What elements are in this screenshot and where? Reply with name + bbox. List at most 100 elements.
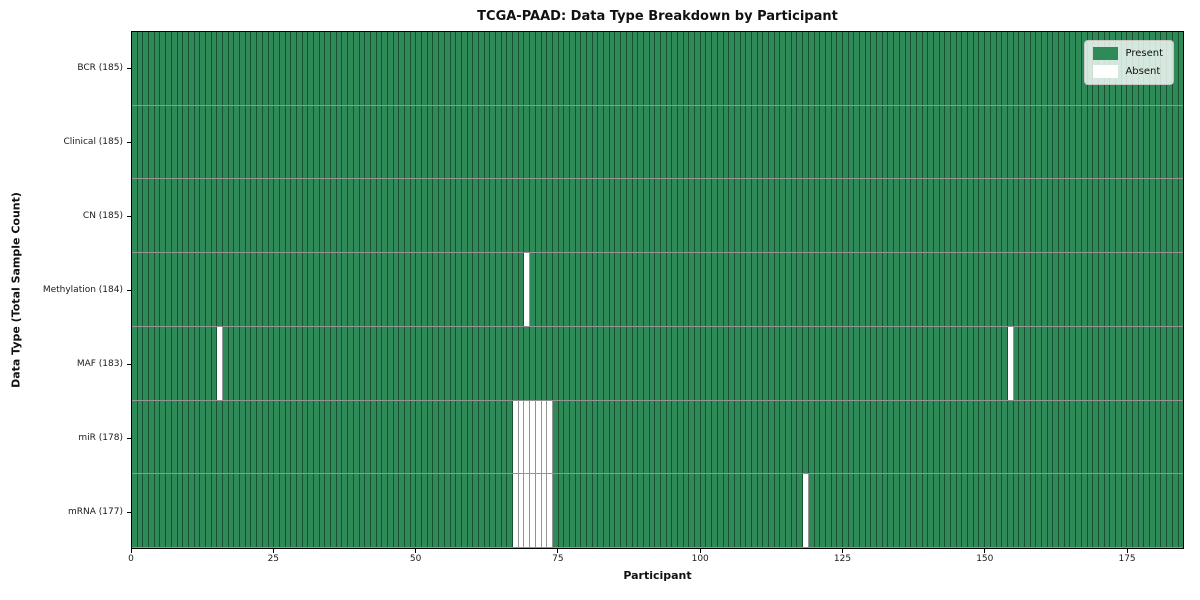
- heatmap-cell: [751, 326, 758, 400]
- heatmap-cell: [1024, 326, 1031, 400]
- heatmap-cell: [712, 253, 718, 326]
- heatmap-cell: [228, 253, 235, 326]
- heatmap-cell: [916, 179, 923, 253]
- y-tick-label: MAF (183): [76, 359, 123, 369]
- heatmap-cell: [365, 179, 371, 253]
- heatmap-cell: [1161, 105, 1168, 179]
- heatmap-cell: [678, 179, 684, 253]
- heatmap-cell: [746, 253, 752, 326]
- heatmap-cell: [1127, 179, 1133, 253]
- heatmap-cell: [1042, 400, 1048, 474]
- heatmap-cell: [814, 326, 821, 400]
- heatmap-cell: [183, 474, 189, 548]
- heatmap-cell: [962, 474, 969, 548]
- heatmap-cell: [757, 400, 764, 474]
- heatmap-cell: [808, 474, 815, 548]
- heatmap-cell: [968, 32, 974, 105]
- heatmap-cell: [535, 179, 542, 253]
- heatmap-cell: [769, 326, 775, 400]
- heatmap-cell: [478, 32, 485, 105]
- heatmap-cell: [245, 326, 252, 400]
- heatmap-cell: [359, 253, 366, 326]
- heatmap-cell: [1030, 400, 1037, 474]
- heatmap-cell: [780, 253, 787, 326]
- heatmap-cell: [649, 474, 656, 548]
- heatmap-cell: [1007, 400, 1014, 474]
- heatmap-cell: [1178, 400, 1184, 474]
- heatmap-cell: [712, 32, 718, 105]
- heatmap-cell: [484, 400, 491, 474]
- heatmap-cell: [746, 326, 752, 400]
- heatmap-cell: [1007, 105, 1014, 179]
- heatmap-cell: [1167, 326, 1173, 400]
- heatmap-cell: [1070, 179, 1077, 253]
- heatmap-cell: [1110, 105, 1116, 179]
- heatmap-cell: [837, 400, 843, 474]
- heatmap-cell: [279, 105, 286, 179]
- heatmap-cell: [496, 326, 502, 400]
- heatmap-cell: [342, 105, 349, 179]
- heatmap-cell: [757, 326, 764, 400]
- heatmap-cell: [689, 32, 696, 105]
- heatmap-cell: [234, 326, 241, 400]
- heatmap-cell: [1121, 474, 1128, 548]
- heatmap-cell: [587, 105, 593, 179]
- heatmap-cell: [217, 179, 223, 253]
- heatmap-cell: [638, 179, 644, 253]
- heatmap-cell: [899, 179, 906, 253]
- heatmap-cell: [211, 326, 218, 400]
- heatmap-cell: [257, 253, 263, 326]
- heatmap-cell: [518, 400, 525, 474]
- heatmap-cell: [1007, 474, 1014, 548]
- heatmap-cell: [1133, 105, 1139, 179]
- heatmap-cell: [672, 105, 678, 179]
- heatmap-cell: [353, 253, 360, 326]
- x-tick-mark: [1126, 549, 1128, 553]
- heatmap-cell: [1019, 105, 1025, 179]
- heatmap-cell: [695, 474, 701, 548]
- heatmap-cell: [854, 253, 860, 326]
- heatmap-cell: [837, 105, 843, 179]
- heatmap-cell: [319, 32, 326, 105]
- heatmap-cell: [581, 179, 587, 253]
- heatmap-cell: [1013, 326, 1020, 400]
- heatmap-cell: [939, 105, 946, 179]
- heatmap-cell: [683, 179, 690, 253]
- heatmap-cell: [268, 179, 275, 253]
- heatmap-cell: [621, 32, 627, 105]
- heatmap-cell: [524, 105, 531, 179]
- heatmap-cell: [143, 179, 150, 253]
- heatmap-cell: [717, 474, 724, 548]
- heatmap-cell: [848, 179, 855, 253]
- heatmap-cell: [348, 253, 354, 326]
- heatmap-cell: [882, 32, 889, 105]
- heatmap-cell: [660, 32, 667, 105]
- heatmap-cell: [797, 32, 804, 105]
- heatmap-cell: [837, 179, 843, 253]
- heatmap-cell: [899, 253, 906, 326]
- heatmap-cell: [279, 326, 286, 400]
- heatmap-cell: [501, 32, 508, 105]
- heatmap-cell: [626, 253, 633, 326]
- heatmap-cell: [245, 179, 252, 253]
- heatmap-cell: [848, 32, 855, 105]
- heatmap-cell: [183, 326, 189, 400]
- heatmap-cell: [780, 32, 787, 105]
- heatmap-cell: [763, 253, 769, 326]
- heatmap-cell: [860, 400, 866, 474]
- heatmap-cell: [769, 179, 775, 253]
- heatmap-cell: [433, 253, 440, 326]
- heatmap-cell: [814, 474, 821, 548]
- heatmap-cell: [439, 32, 445, 105]
- heatmap-cell: [1098, 253, 1105, 326]
- heatmap-cell: [535, 32, 542, 105]
- heatmap-cell: [433, 105, 440, 179]
- heatmap-cell: [786, 105, 792, 179]
- heatmap-cell: [871, 400, 878, 474]
- heatmap-cell: [700, 179, 707, 253]
- heatmap-cell: [587, 400, 593, 474]
- heatmap-cell: [473, 253, 479, 326]
- heatmap-cell: [1007, 179, 1014, 253]
- heatmap-cell: [569, 474, 576, 548]
- heatmap-cell: [1064, 400, 1071, 474]
